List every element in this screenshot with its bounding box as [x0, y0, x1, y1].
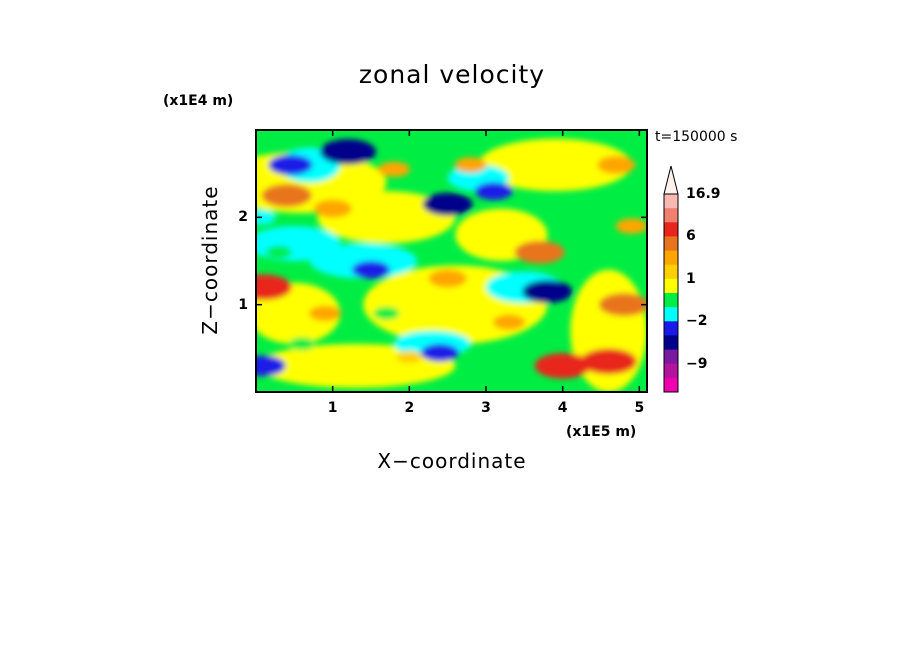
contour-feature [266, 245, 292, 259]
contour-feature [493, 314, 525, 330]
chart-title: zonal velocity [358, 60, 546, 89]
contour-feature [261, 184, 312, 207]
y-tick-label: 1 [238, 296, 248, 313]
colorbar-band [664, 349, 678, 365]
x-ticks [331, 130, 641, 392]
contour-region [478, 138, 632, 192]
colorbar-band [664, 293, 678, 308]
contour-region [317, 191, 456, 244]
x-unit-label: (x1E5 m) [566, 424, 637, 440]
contour-feature [289, 337, 315, 351]
colorbar-band [664, 222, 678, 237]
contour-feature [373, 307, 400, 320]
colorbar-extension [663, 165, 679, 195]
contour-feature [396, 350, 423, 364]
colorbar-band [664, 377, 678, 393]
colorbar [663, 165, 679, 393]
y-tick-label: 2 [238, 209, 248, 226]
contour-feature [474, 182, 513, 201]
plot-frame [255, 129, 648, 393]
contour-feature [522, 280, 573, 304]
contour-feature [580, 348, 637, 375]
x-axis-label: X−coordinate [377, 449, 527, 473]
contour-feature [454, 157, 487, 173]
x-tick-label: 3 [481, 400, 491, 416]
contour-feature [378, 161, 410, 177]
contour-feature [320, 139, 376, 165]
contour-feature [615, 218, 647, 234]
contour-feature [256, 274, 292, 300]
contour-feature [514, 240, 565, 264]
y-ticks [256, 216, 647, 306]
x-tick-label: 1 [327, 400, 338, 416]
colorbar-label: 1 [686, 270, 696, 287]
contour-feature [313, 199, 352, 218]
contour-feature [268, 154, 313, 176]
time-label: t=150000 s [655, 129, 738, 145]
contour-field [256, 130, 647, 392]
colorbar-band [664, 307, 678, 322]
x-tick-label: 2 [404, 400, 415, 416]
colorbar-band [664, 363, 678, 379]
colorbar-label: −9 [686, 355, 708, 372]
contour-region [309, 243, 418, 279]
colorbar-band [664, 250, 678, 266]
contour-feature [428, 269, 467, 288]
contour-feature [534, 353, 591, 379]
x-tick-label: 5 [634, 400, 645, 416]
contour-feature [597, 156, 636, 174]
colorbar-label: −2 [686, 313, 708, 330]
contour-feature [256, 355, 286, 376]
contour-feature [422, 192, 473, 216]
contour-feature [421, 343, 459, 362]
colorbar-frame [663, 193, 679, 393]
contour-feature [599, 293, 647, 317]
colorbar-band [664, 194, 678, 209]
colorbar-band [664, 264, 678, 280]
colorbar-band [664, 236, 678, 252]
colorbar-band [664, 208, 678, 223]
contour-feature [256, 209, 276, 225]
colorbar-band [664, 335, 678, 351]
colorbar-label: 6 [686, 228, 696, 245]
y-unit-label: (x1E4 m) [163, 93, 234, 109]
contour-feature [309, 305, 341, 321]
colorbar-band [664, 321, 678, 336]
x-tick-label: 4 [557, 400, 568, 416]
colorbar-label: 16.9 [686, 186, 721, 202]
contour-feature [352, 260, 390, 279]
colorbar-band [664, 278, 678, 294]
